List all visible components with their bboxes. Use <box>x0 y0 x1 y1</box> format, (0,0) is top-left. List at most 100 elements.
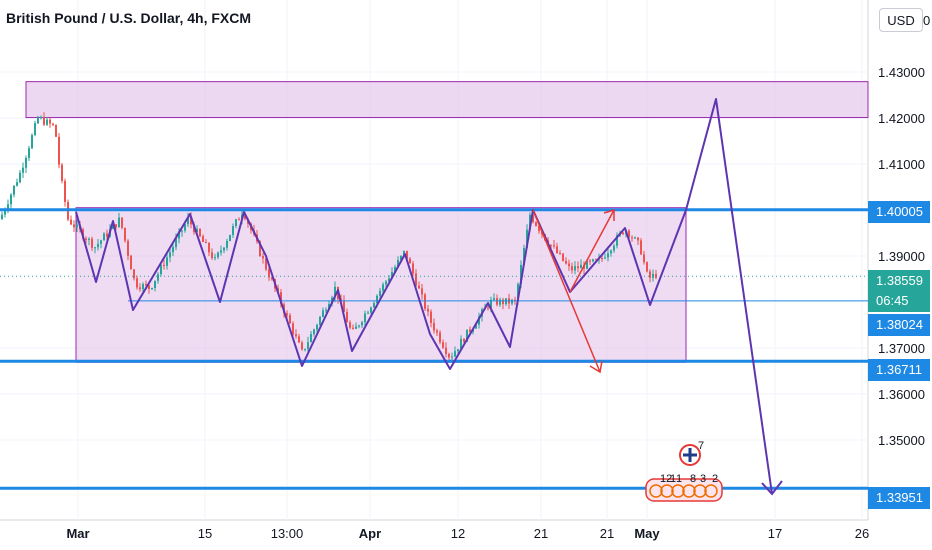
time-tick-label: Apr <box>359 526 381 541</box>
candle-body <box>166 257 168 266</box>
candle-body <box>286 313 288 316</box>
candle-body <box>307 342 309 349</box>
current-price-tag: 1.38559 <box>868 270 930 292</box>
candle-body <box>97 243 99 248</box>
chart-title: British Pound / U.S. Dollar, 4h, FXCM <box>6 10 252 26</box>
candle-body <box>130 255 132 270</box>
candle-body <box>22 167 24 173</box>
candle-body <box>334 286 336 298</box>
candle-body <box>574 266 576 271</box>
candle-body <box>457 349 459 352</box>
candle-body <box>1 214 3 220</box>
candle-body <box>397 260 399 268</box>
candle-body <box>178 231 180 239</box>
candle-body <box>394 267 396 273</box>
candle-body <box>88 238 90 240</box>
candle-body <box>322 310 324 317</box>
level-mid-tag: 1.38024 <box>868 314 930 336</box>
candle-body <box>571 266 573 271</box>
event-count-label: 1 <box>676 473 682 485</box>
candle-body <box>418 285 420 289</box>
candle-body <box>103 233 105 241</box>
candle-body <box>205 241 207 243</box>
currency-button[interactable]: USD <box>879 8 923 32</box>
candle-body <box>637 237 639 241</box>
candle-body <box>610 250 612 254</box>
candle-body <box>148 285 150 290</box>
event-marker-icon <box>693 484 707 498</box>
candle-body <box>229 234 231 241</box>
candle-body <box>520 264 522 285</box>
candle-body <box>28 148 30 158</box>
candle-body <box>391 272 393 279</box>
candle-body <box>19 172 21 183</box>
candle-body <box>91 238 93 248</box>
candle-body <box>523 248 525 265</box>
candle-body <box>553 245 555 247</box>
axis-labels-layer: 1.43000 1.42000 1.41000 1.39000 1.37000 1.360… <box>66 13 930 541</box>
candle-body <box>154 280 156 289</box>
candle-body <box>190 217 192 225</box>
time-tick-label: 13:00 <box>271 526 304 541</box>
candle-body <box>595 259 597 261</box>
candle-body <box>382 284 384 291</box>
candle-body <box>400 255 402 261</box>
candle-body <box>280 292 282 305</box>
candle-body <box>622 232 624 235</box>
candle-body <box>319 316 321 325</box>
candle-body <box>445 347 447 354</box>
candle-body <box>592 259 594 262</box>
candle-body <box>223 247 225 251</box>
event-flag-count: 7 <box>698 440 704 452</box>
event-marker-icon <box>671 484 685 498</box>
candle-body <box>562 253 564 261</box>
candle-body <box>343 300 345 312</box>
candle-body <box>517 284 519 301</box>
candle-body <box>268 269 270 278</box>
candle-body <box>385 281 387 285</box>
candle-body <box>55 124 57 137</box>
candle-body <box>358 325 360 327</box>
candle-body <box>64 180 66 202</box>
candle-body <box>142 284 144 290</box>
time-tick-label: 15 <box>198 526 212 541</box>
candle-body <box>373 303 375 308</box>
candle-body <box>556 246 558 254</box>
candle-body <box>133 269 135 279</box>
candle-body <box>304 348 306 350</box>
red-arrow-down <box>532 209 601 373</box>
candle-body <box>409 258 411 264</box>
candle-body <box>196 228 198 233</box>
level-bottom-tag: 1.33951 <box>868 487 930 509</box>
candle-body <box>235 219 237 227</box>
candle-body <box>94 247 96 249</box>
candle-body <box>454 351 456 357</box>
price-tick-label: 1.39000 <box>878 249 925 264</box>
candle-body <box>316 324 318 330</box>
candle-body <box>49 119 51 124</box>
candle-body <box>535 222 537 226</box>
candle-body <box>73 224 75 228</box>
candle-body <box>127 240 129 256</box>
candle-body <box>388 278 390 282</box>
countdown-tag: 06:45 <box>868 290 930 312</box>
candle-body <box>355 326 357 329</box>
candle-body <box>406 250 408 259</box>
candle-body <box>217 252 219 258</box>
candle-body <box>559 253 561 255</box>
candle-body <box>442 342 444 348</box>
candle-body <box>361 322 363 326</box>
candle-body <box>346 311 348 323</box>
candle-body <box>298 336 300 343</box>
candle-body <box>124 227 126 241</box>
candle-body <box>550 244 552 246</box>
red-arrow-up-head <box>603 208 615 221</box>
price-tick-label: 1.37000 <box>878 341 925 356</box>
candle-body <box>352 327 354 329</box>
supply-zone <box>25 81 869 119</box>
candle-body <box>226 240 228 248</box>
candle-body <box>499 299 501 305</box>
candle-body <box>646 262 648 272</box>
candle-body <box>478 316 480 325</box>
